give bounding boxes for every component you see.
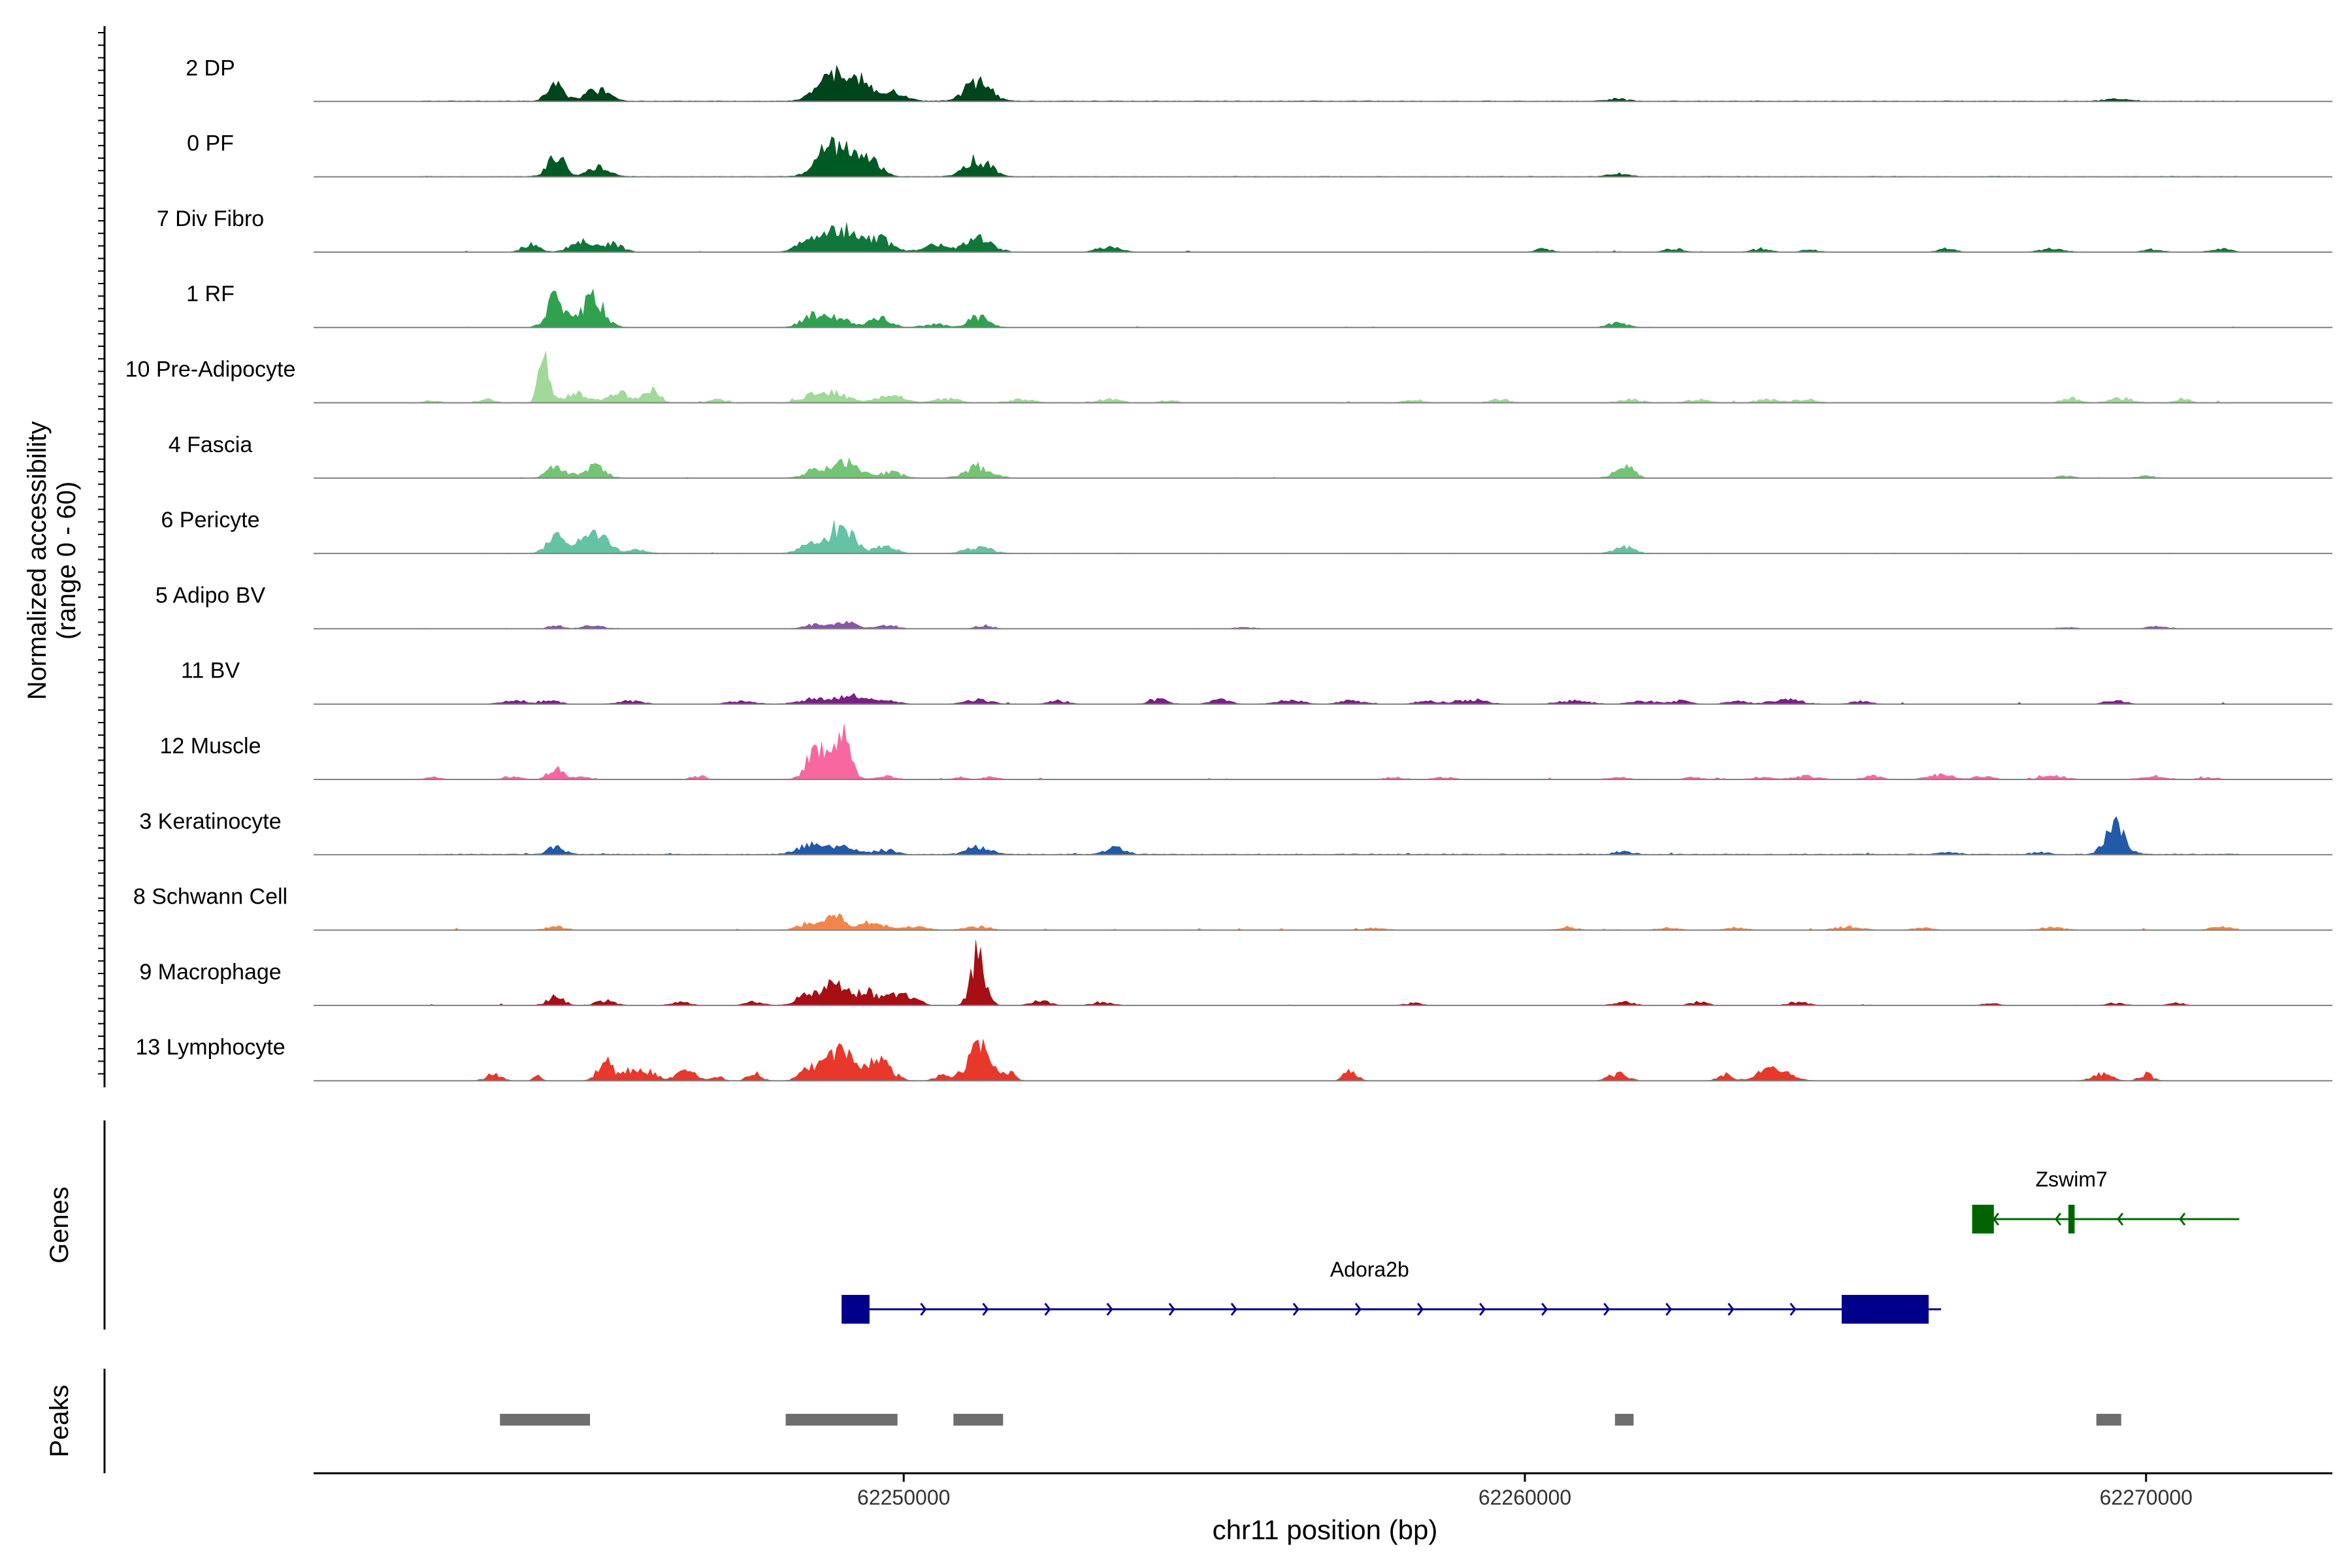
- coverage-area: [419, 520, 2240, 554]
- strand-arrow: [1044, 1303, 1051, 1316]
- strand-arrow: [1106, 1303, 1113, 1316]
- strand-arrow: [2117, 1213, 2124, 1226]
- coverage-area: [419, 723, 2240, 780]
- coverage-track: 4 Fascia: [169, 433, 2332, 479]
- x-axis-label: chr11 position (bp): [1213, 1514, 1438, 1545]
- gene-exon: [2068, 1205, 2075, 1233]
- gene-exon: [1841, 1295, 1929, 1324]
- coverage-area: [419, 693, 2240, 705]
- coverage-area: [419, 351, 2240, 403]
- coverage-track: 9 Macrophage: [139, 939, 2332, 1006]
- track-label: 1 RF: [186, 282, 235, 306]
- coverage-area: [419, 222, 2240, 253]
- coverage-track: 2 DP: [186, 56, 2332, 103]
- peak-region: [500, 1414, 591, 1426]
- coverage-track: 11 BV: [181, 659, 2332, 705]
- coverage-track: 12 Muscle: [160, 723, 2332, 780]
- x-tick-label: 62270000: [2100, 1486, 2193, 1509]
- strand-arrow: [1541, 1303, 1548, 1316]
- coverage-track: 5 Adipo BV: [155, 583, 2332, 630]
- coverage-area: [419, 913, 2240, 930]
- strand-arrow: [1603, 1303, 1610, 1316]
- y-axis-label-line1: Normalized accessibility: [23, 421, 52, 700]
- strand-arrow: [1230, 1303, 1237, 1316]
- x-axis: 62250000 62260000 62270000: [314, 1472, 2332, 1509]
- peak-region: [785, 1414, 898, 1426]
- strand-arrow: [1354, 1303, 1362, 1316]
- track-label: 12 Muscle: [160, 734, 261, 759]
- coverage-area: [419, 1039, 2240, 1081]
- strand-arrow: [1727, 1303, 1735, 1316]
- coverage-track: 1 RF: [186, 282, 2332, 329]
- strand-arrow: [1416, 1303, 1424, 1316]
- x-tick-label: 62250000: [857, 1486, 950, 1509]
- coverage-track: 10 Pre-Adipocyte: [125, 351, 2332, 404]
- strand-arrow: [1665, 1303, 1673, 1316]
- left-axis: [98, 26, 106, 1088]
- coverage-area: [419, 939, 2240, 1006]
- strand-arrow: [2055, 1213, 2062, 1226]
- strand-arrow: [1292, 1303, 1299, 1316]
- coverage-area: [419, 816, 2240, 855]
- gene-adora2b: Adora2b: [841, 1258, 1942, 1324]
- peak-region: [1614, 1414, 1634, 1426]
- track-label: 3 Keratinocyte: [139, 809, 281, 834]
- track-label: 4 Fascia: [169, 433, 253, 457]
- genes-label: Genes: [45, 1186, 74, 1264]
- track-label: 7 Div Fibro: [157, 206, 264, 231]
- gene-zswim7: Zswim7: [1972, 1168, 2240, 1233]
- coverage-area: [419, 288, 2240, 328]
- coverage-track: 13 Lymphocyte: [135, 1035, 2332, 1082]
- coverage-track: 7 Div Fibro: [157, 206, 2332, 253]
- strand-arrow: [1479, 1303, 1486, 1316]
- peak-region: [953, 1414, 1004, 1426]
- peak-region: [2096, 1414, 2121, 1426]
- gene-name: Adora2b: [1330, 1258, 1409, 1281]
- strand-arrow: [1168, 1303, 1175, 1316]
- gene-exon: [841, 1295, 870, 1324]
- coverage-track: 3 Keratinocyte: [139, 809, 2332, 856]
- track-label: 13 Lymphocyte: [135, 1035, 285, 1060]
- x-tick-label: 62260000: [1478, 1486, 1571, 1509]
- coverage-tracks: 2 DP 0 PF 7 Div Fibro 1 RF 10 Pre-Adipocyte 4…: [125, 56, 2332, 1082]
- strand-arrow: [2179, 1213, 2186, 1226]
- peaks-label: Peaks: [45, 1384, 74, 1457]
- coverage-track: 6 Pericyte: [161, 508, 2332, 555]
- strand-arrow: [982, 1303, 989, 1316]
- coverage-area: [419, 621, 2240, 629]
- y-axis-label-line2: (range 0 - 60): [52, 482, 81, 640]
- track-label: 8 Schwann Cell: [133, 885, 287, 909]
- track-label: 9 Macrophage: [139, 960, 281, 985]
- track-label: 2 DP: [186, 56, 235, 80]
- coverage-track: 0 PF: [187, 131, 2332, 178]
- strand-arrow: [920, 1303, 927, 1316]
- track-label: 5 Adipo BV: [155, 583, 266, 608]
- coverage-track: 8 Schwann Cell: [133, 885, 2332, 931]
- track-label: 0 PF: [187, 131, 234, 156]
- gene-name: Zswim7: [2036, 1168, 2108, 1191]
- genes-panel: Genes Adora2b Zswim7: [45, 1120, 2240, 1330]
- coverage-area: [419, 136, 2240, 177]
- track-label: 10 Pre-Adipocyte: [125, 357, 296, 382]
- track-label: 11 BV: [181, 659, 240, 683]
- peaks-panel: Peaks: [45, 1369, 2121, 1473]
- strand-arrow: [1789, 1303, 1797, 1316]
- coverage-area: [419, 457, 2240, 479]
- coverage-area: [419, 65, 2240, 102]
- gene-exon: [1972, 1205, 1994, 1233]
- track-label: 6 Pericyte: [161, 508, 259, 532]
